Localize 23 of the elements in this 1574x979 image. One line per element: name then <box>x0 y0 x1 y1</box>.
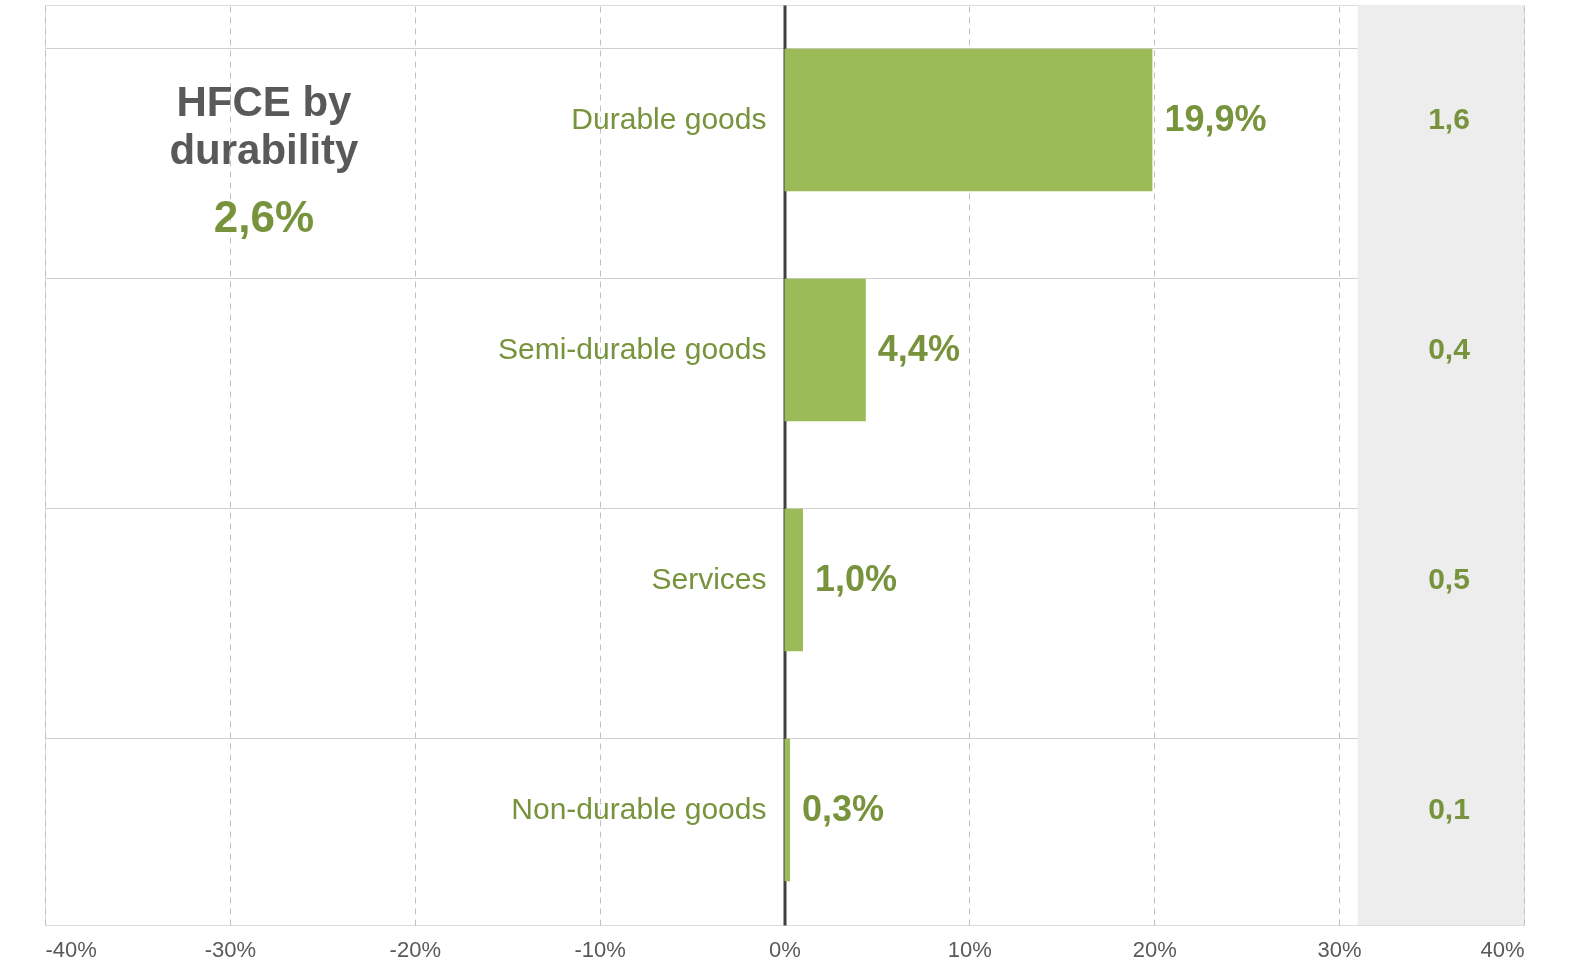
x-tick-label: 30% <box>1317 936 1362 962</box>
y-tick-label: Durable goods <box>571 102 767 135</box>
text: HFCE by durability <box>169 78 360 173</box>
x-tick-label: -10% <box>574 936 626 962</box>
data-label: 0,3% <box>802 788 885 829</box>
x-tick-label: 0% <box>769 936 801 962</box>
annotation: 0,5 <box>1428 562 1470 595</box>
data-label: 19,9% <box>1164 98 1267 139</box>
x-tick-label: -40% <box>45 936 97 962</box>
annotation: 0,4 <box>1428 332 1471 365</box>
y-tick-label: Services <box>651 562 767 595</box>
y-tick-label: Semi-durable goods <box>498 332 767 365</box>
x-tick-label: -30% <box>204 936 257 962</box>
annotation: 1,6 <box>1428 102 1470 135</box>
y-tick-label: Non-durable goods <box>511 792 767 825</box>
data-label: 4,4% <box>877 328 960 369</box>
x-tick-label: -20% <box>389 936 441 962</box>
x-tick-label: 20% <box>1132 936 1177 962</box>
x-tick-label: 10% <box>947 936 992 962</box>
text: 2,6% <box>213 192 315 241</box>
data-label: 1,0% <box>814 558 898 599</box>
x-tick-label: 40% <box>1480 936 1525 962</box>
annotation: 0,1 <box>1428 792 1470 825</box>
